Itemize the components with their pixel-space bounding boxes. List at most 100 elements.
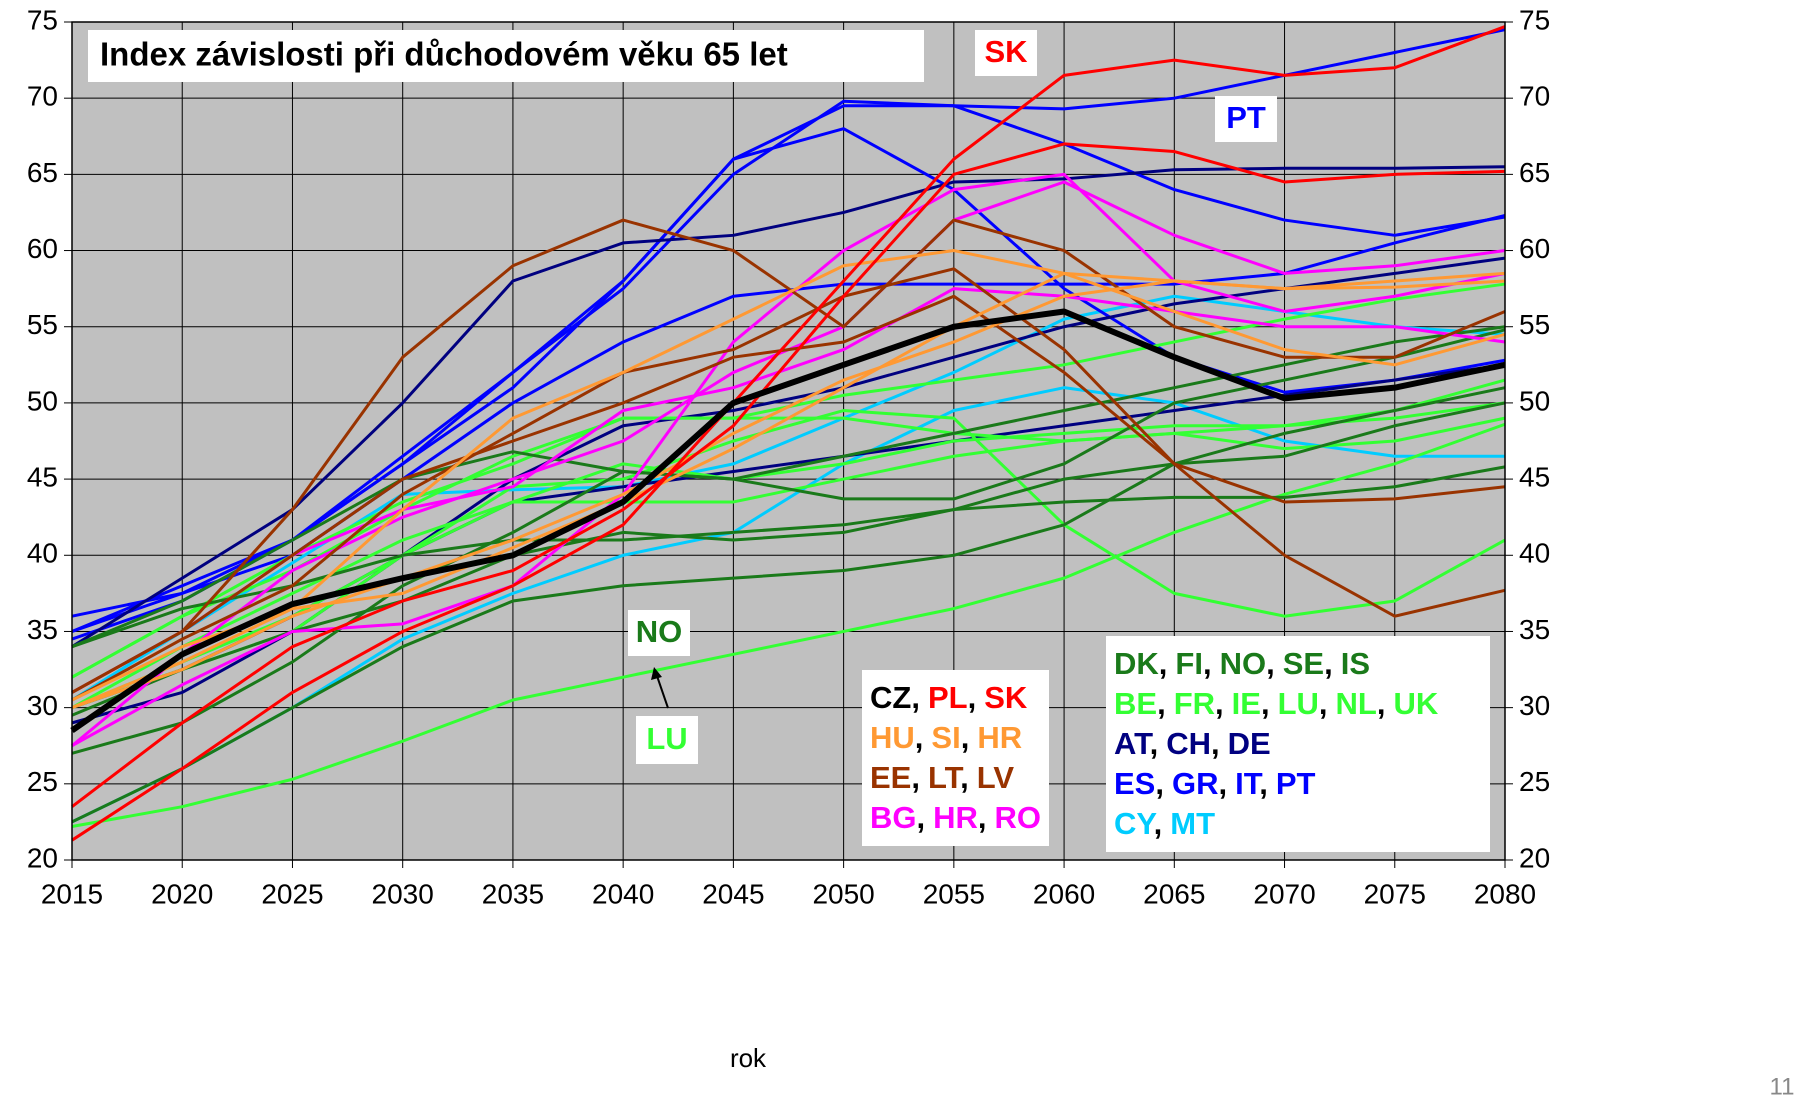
x-axis-label: rok <box>730 1043 767 1073</box>
legend-entry: BE <box>1114 686 1174 721</box>
y-tick-label: 20 <box>27 842 58 873</box>
x-tick-label: 2070 <box>1253 878 1315 909</box>
series-line <box>71 386 1506 824</box>
legend-entry: FI <box>1175 646 1219 681</box>
y-tick-label: 65 <box>27 157 58 188</box>
legend-entry: LT <box>928 760 977 795</box>
x-tick-label: 2015 <box>41 878 103 909</box>
series-line <box>71 328 1506 649</box>
legend-entry: IE <box>1232 686 1278 721</box>
legend-entry: LU <box>1278 686 1336 721</box>
lines <box>70 25 1506 842</box>
legend-entry: PL <box>928 680 984 715</box>
annotation: PT <box>1226 100 1266 135</box>
y2-tick-label: 60 <box>1519 233 1550 264</box>
x-tick-label: 2075 <box>1364 878 1426 909</box>
legend-entry: CZ <box>870 680 928 715</box>
annotation: SK <box>984 34 1028 69</box>
y-tick-label: 55 <box>27 309 58 340</box>
x-tick-label: 2060 <box>1033 878 1095 909</box>
legend-entry: HU <box>870 720 931 755</box>
y2-tick-label: 50 <box>1519 385 1550 416</box>
legend-entry: NO <box>1220 646 1283 681</box>
series-line <box>71 294 1506 694</box>
legend-entry: GR <box>1172 766 1235 801</box>
series-line <box>71 401 1506 717</box>
y-tick-label: 25 <box>27 766 58 797</box>
legend-entry: SI <box>931 720 977 755</box>
annotation-box <box>975 30 1037 76</box>
legend-entry: MT <box>1170 806 1216 841</box>
legend-row: DKFINOSEIS <box>1114 644 1482 684</box>
y2-tick-label: 65 <box>1519 157 1550 188</box>
x-tick-label: 2055 <box>923 878 985 909</box>
legend-entry: FR <box>1174 686 1232 721</box>
x-tick-label: 2040 <box>592 878 654 909</box>
title-box <box>88 30 924 82</box>
x-tick-label: 2025 <box>261 878 323 909</box>
legend-entry: UK <box>1393 686 1439 721</box>
legend-entry: CY <box>1114 806 1170 841</box>
series-line <box>71 325 1506 755</box>
y-tick-label: 50 <box>27 385 58 416</box>
legend-entry: HR <box>977 720 1023 755</box>
series-line <box>71 25 1506 842</box>
legend-row: ATCHDE <box>1114 724 1482 764</box>
x-tick-label: 2020 <box>151 878 213 909</box>
series-line <box>71 279 1506 710</box>
annotation-box <box>628 610 690 656</box>
series-line <box>71 465 1506 649</box>
y-tick-label: 45 <box>27 461 58 492</box>
arrow <box>656 675 669 709</box>
x-tick-label: 2035 <box>482 878 544 909</box>
y-tick-label: 60 <box>27 233 58 264</box>
legend: CZPLSKHUSIHREELTLVBGHRRO <box>862 670 1050 846</box>
x-tick-label: 2045 <box>702 878 764 909</box>
legend-entry: HR <box>933 800 994 835</box>
series-line <box>71 172 1506 748</box>
series-line <box>71 267 1506 702</box>
series-line <box>71 249 1506 702</box>
series-line <box>71 165 1506 648</box>
y2-tick-label: 45 <box>1519 461 1550 492</box>
y2-tick-label: 55 <box>1519 309 1550 340</box>
plot-frame <box>71 21 1506 861</box>
legend-entry: BG <box>870 800 933 835</box>
annotation: NO <box>636 614 683 649</box>
y2-tick-label: 35 <box>1519 614 1550 645</box>
annotation: LU <box>646 721 687 756</box>
legend-entry: AT <box>1114 726 1166 761</box>
x-tick-label: 2030 <box>372 878 434 909</box>
series-line <box>71 294 1506 702</box>
legend-entry: DE <box>1227 726 1271 761</box>
legend-entry: RO <box>994 800 1042 835</box>
y2-tick-label: 30 <box>1519 690 1550 721</box>
series-line <box>71 142 1506 808</box>
x-tick-label: 2065 <box>1143 878 1205 909</box>
x-tick-label: 2050 <box>812 878 874 909</box>
page-number: 11 <box>1770 1073 1795 1098</box>
y-tick-label: 30 <box>27 690 58 721</box>
y2-tick-label: 70 <box>1519 81 1550 112</box>
annotation-box <box>636 716 698 764</box>
y-tick-label: 75 <box>27 4 58 35</box>
legend-entry: IT <box>1235 766 1276 801</box>
legend-entry: CH <box>1166 726 1227 761</box>
annotation-box <box>1215 96 1277 142</box>
legend-entry: IS <box>1340 646 1370 681</box>
series-line <box>71 422 1506 828</box>
legend-entry: ES <box>1114 766 1172 801</box>
legend-entry: DK <box>1114 646 1175 681</box>
legend-entry: EE <box>870 760 928 795</box>
y2-tick-label: 40 <box>1519 538 1550 569</box>
y2-tick-label: 75 <box>1519 4 1550 35</box>
legend-entry: SE <box>1283 646 1341 681</box>
legend-row: BGHRRO <box>870 798 1041 838</box>
chart-title: Index závislosti při důchodovém věku 65 … <box>100 36 788 73</box>
legend-row: EELTLV <box>870 758 1041 798</box>
series-line <box>71 218 1506 694</box>
legend-entry: SK <box>984 680 1028 715</box>
series-line <box>70 308 1506 733</box>
